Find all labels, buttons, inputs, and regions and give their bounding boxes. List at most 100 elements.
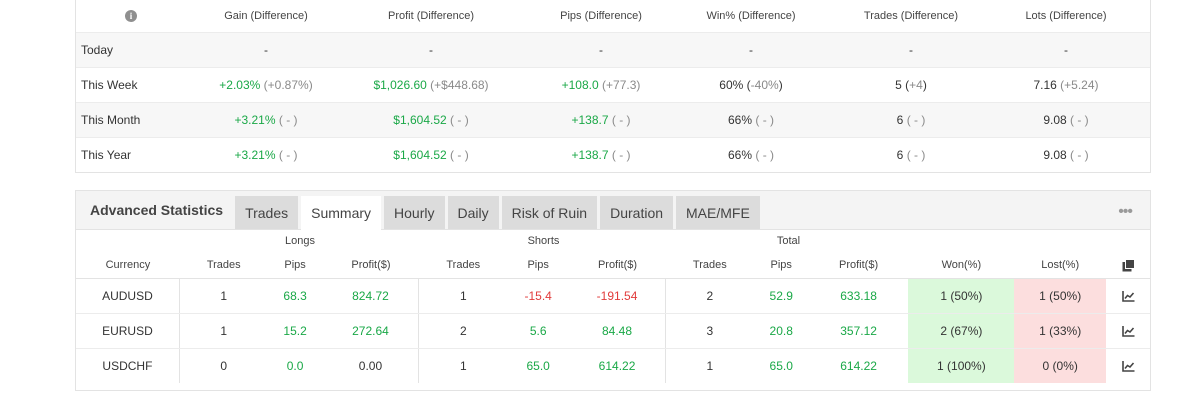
chart-cell (1106, 314, 1150, 348)
trades-cell: 6 ( - ) (816, 113, 1006, 127)
copy-cell (1106, 252, 1150, 278)
period-label: This Year (81, 148, 132, 162)
trades-cell: 6 ( - ) (816, 148, 1006, 162)
profit-diff: (+$448.68) (430, 78, 489, 92)
lots-cell: 9.08 ( - ) (1006, 113, 1126, 127)
lost-value: 1 (50%) (1014, 279, 1107, 313)
header-profit: Profit (Difference) (388, 10, 474, 22)
profit-value: $1,026.60 (373, 78, 427, 92)
win-cell: 66% ( - ) (686, 148, 816, 162)
win-value: 60% (719, 78, 744, 92)
currency: AUDUSD (76, 279, 180, 313)
col-long-pips: Pips (284, 259, 306, 271)
col-currency: Currency (105, 259, 151, 271)
col-total-pips: Pips (770, 259, 792, 271)
period-label: Today (81, 43, 114, 57)
gain-diff: (+0.87%) (263, 78, 313, 92)
win-value: 66% (727, 148, 753, 162)
gain-value: +3.21% (234, 148, 276, 162)
long-pips: 0.0 (286, 359, 304, 373)
tab-summary[interactable]: Summary (301, 196, 382, 230)
copy-icon[interactable] (1122, 258, 1135, 272)
col-short-pips: Pips (527, 259, 549, 271)
summary-row-eurusd: EURUSD 1 15.2 272.64 2 5.6 84.48 3 20.8 … (76, 314, 1150, 349)
currency: EURUSD (76, 314, 180, 348)
win-diff-open: ( (746, 78, 751, 92)
summary-column-header: Currency Trades Pips Profit($) Trades Pi… (76, 252, 1150, 279)
win-diff: ( - ) (755, 113, 775, 127)
lots-value: 9.08 (1043, 113, 1067, 127)
trades-diff-open: ( (905, 78, 910, 92)
lost-value: 1 (33%) (1014, 314, 1107, 348)
gain-diff: ( - ) (278, 113, 298, 127)
chart-icon[interactable] (1121, 325, 1135, 337)
period-row-this-week: This Week +2.03% (+0.87%) $1,026.60 (+$4… (76, 67, 1150, 102)
win-diff: -40% (750, 78, 779, 92)
short-trades: 1 (459, 289, 467, 303)
won-value: 2 (67%) (908, 314, 1015, 348)
col-short-trades: Trades (446, 259, 481, 271)
group-total: Total (776, 235, 801, 247)
col-total-trades: Trades (692, 259, 727, 271)
short-trades: 1 (459, 359, 467, 373)
header-pips: Pips (Difference) (560, 10, 642, 22)
chart-cell (1106, 349, 1150, 383)
summary-row-audusd: AUDUSD 1 68.3 824.72 1 -15.4 -191.54 2 5… (76, 279, 1150, 314)
tab-mae-mfe[interactable]: MAE/MFE (676, 196, 760, 229)
gain-value: - (264, 43, 268, 57)
lots-value: 9.08 (1043, 148, 1067, 162)
long-profit: 0.00 (323, 349, 420, 383)
col-total-profit: Profit($) (838, 259, 879, 271)
tab-duration[interactable]: Duration (600, 196, 674, 229)
period-label: This Week (81, 78, 138, 92)
header-gain: Gain (Difference) (224, 10, 308, 22)
chart-icon[interactable] (1121, 360, 1135, 372)
period-label: This Month (81, 113, 141, 127)
tab-hourly[interactable]: Hourly (384, 196, 445, 229)
long-trades: 0 (220, 359, 228, 373)
profit-cell: $1,026.60 (+$448.68) (346, 78, 516, 92)
gain-value: +2.03% (219, 78, 261, 92)
total-trades: 3 (706, 324, 714, 338)
total-profit: 633.18 (840, 289, 877, 303)
long-profit: 272.64 (323, 314, 420, 348)
gain-cell: +3.21% ( - ) (186, 113, 346, 127)
gain-cell: +2.03% (+0.87%) (186, 78, 346, 92)
long-pips: 15.2 (283, 324, 307, 338)
chart-cell (1106, 279, 1150, 313)
tab-risk-of-ruin[interactable]: Risk of Ruin (501, 196, 598, 229)
pips-value: +138.7 (571, 113, 609, 127)
tab-daily[interactable]: Daily (447, 196, 499, 229)
short-profit: 614.22 (569, 349, 666, 383)
lots-cell: 9.08 ( - ) (1006, 148, 1126, 162)
trades-diff: ( - ) (906, 148, 926, 162)
total-pips: 52.9 (769, 289, 793, 303)
period-row-this-year: This Year +3.21% ( - ) $1,604.52 ( - ) +… (76, 137, 1150, 172)
info-cell: i (76, 10, 186, 22)
info-icon[interactable]: i (125, 10, 137, 22)
tab-trades[interactable]: Trades (235, 196, 299, 229)
gain-diff: ( - ) (278, 148, 298, 162)
lots-value: - (1064, 43, 1068, 57)
win-value: 66% (727, 113, 753, 127)
lots-cell: 7.16 (+5.24) (1006, 78, 1126, 92)
more-options-icon[interactable]: ••• (1118, 203, 1133, 220)
total-profit: 614.22 (840, 359, 877, 373)
win-cell: 66% ( - ) (686, 113, 816, 127)
profit-cell: $1,604.52 ( - ) (346, 148, 516, 162)
short-pips: 5.6 (529, 324, 547, 338)
pips-diff: ( - ) (611, 113, 631, 127)
gain-value: +3.21% (234, 113, 276, 127)
summary-row-usdchf: USDCHF 0 0.0 0.00 1 65.0 614.22 1 65.0 6… (76, 349, 1150, 383)
group-longs: Longs (285, 235, 315, 247)
profit-diff: ( - ) (450, 113, 469, 127)
chart-icon[interactable] (1121, 290, 1135, 302)
period-row-today: Today - - - - - - (76, 32, 1150, 67)
period-row-this-month: This Month +3.21% ( - ) $1,604.52 ( - ) … (76, 102, 1150, 137)
profit-value: $1,604.52 (393, 113, 447, 127)
win-value: - (749, 43, 753, 57)
trades-value: 6 (896, 113, 904, 127)
pips-value: +108.0 (561, 78, 599, 92)
advanced-statistics-panel: Advanced Statistics Trades Summary Hourl… (75, 190, 1151, 391)
pips-cell: +138.7 ( - ) (516, 148, 686, 162)
